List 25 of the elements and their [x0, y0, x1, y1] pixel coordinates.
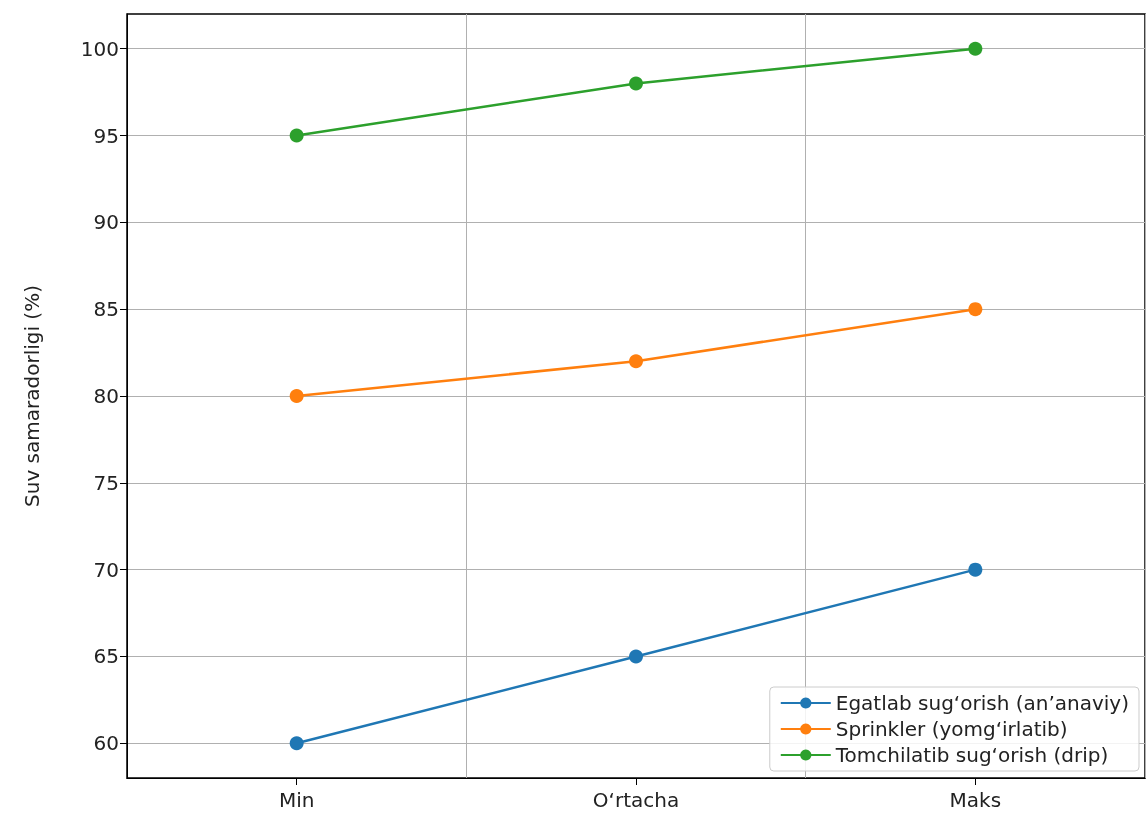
y-tick-label: 70 — [93, 557, 119, 582]
y-tick-label: 95 — [93, 123, 119, 148]
y-tick-label: 85 — [93, 297, 119, 322]
legend-label: Tomchilatib sug‘orish (drip) — [834, 743, 1109, 767]
point — [968, 562, 983, 577]
point — [289, 389, 304, 403]
y-tick-label: 100 — [80, 36, 119, 61]
y-axis-title: Suv samaradorligi (%) — [20, 285, 44, 507]
y-tick-label: 75 — [93, 470, 119, 495]
y-tick-label: 90 — [93, 210, 119, 235]
point — [968, 41, 983, 56]
point — [289, 736, 304, 751]
y-tick-label: 65 — [93, 644, 119, 669]
point — [629, 649, 643, 664]
point — [289, 128, 304, 143]
point — [629, 354, 643, 369]
x-tick-label: Maks — [949, 788, 1002, 812]
legend-label: Sprinkler (yomg‘irlatib) — [835, 717, 1068, 741]
y-tick-label: 80 — [93, 384, 119, 408]
point — [629, 76, 643, 91]
x-tick-label: O‘rtacha — [592, 788, 680, 812]
y-tick-label: 60 — [93, 731, 119, 756]
legend-label: Egatlab sug‘orish (an’anaviy) — [835, 691, 1130, 715]
point — [968, 302, 983, 317]
x-tick-label: Min — [278, 788, 315, 812]
